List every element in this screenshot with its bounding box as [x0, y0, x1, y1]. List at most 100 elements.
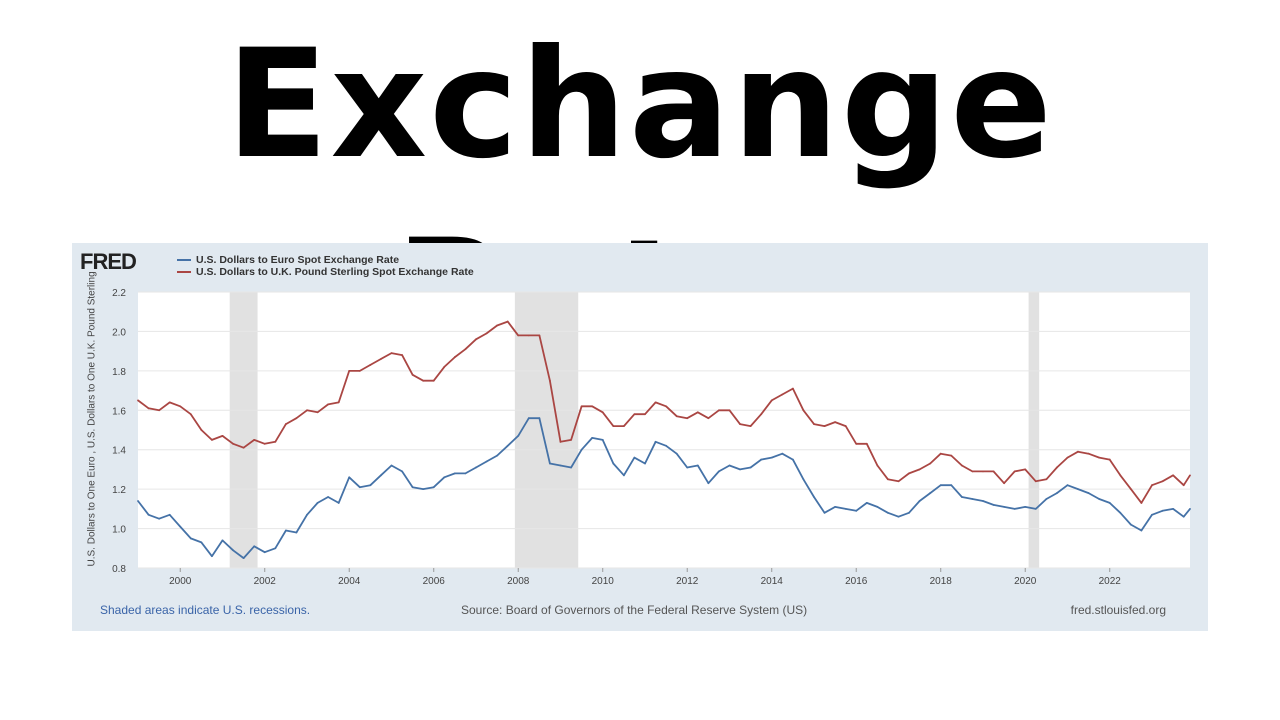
data-point [527, 334, 530, 337]
data-point [770, 456, 773, 459]
x-tick-label: 2008 [507, 576, 530, 587]
data-point [1172, 507, 1175, 510]
data-point [855, 442, 858, 445]
y-tick-label: 1.8 [112, 367, 126, 378]
data-point [453, 472, 456, 475]
data-point [686, 417, 689, 420]
data-point [1045, 498, 1048, 500]
data-point [1189, 507, 1191, 510]
data-point [422, 488, 425, 491]
data-point [601, 438, 604, 441]
data-point [1034, 507, 1037, 510]
recession-band [514, 292, 579, 568]
fred-logo: FRED [80, 249, 137, 274]
data-point [770, 399, 773, 402]
data-point [1140, 529, 1143, 532]
data-point [897, 515, 900, 518]
data-point [982, 470, 984, 473]
data-point [1172, 474, 1175, 477]
data-point [189, 537, 192, 540]
data-point [485, 332, 488, 335]
data-point [1024, 505, 1027, 508]
y-tick-label: 2.2 [112, 288, 126, 299]
data-point [718, 409, 720, 412]
data-point [443, 366, 446, 368]
data-point [675, 415, 678, 418]
x-tick-label: 2014 [761, 576, 784, 587]
data-point [295, 531, 298, 534]
data-point [802, 409, 805, 412]
data-point [274, 440, 277, 443]
data-point [369, 484, 372, 487]
x-tick-label: 2004 [338, 576, 361, 587]
data-point [464, 472, 467, 475]
data-point [908, 511, 910, 514]
line-chart: 0.8 1.0 1.2 1.4 1.6 1.8 2.0 2.2 2000 2002 2004 2006… [112, 288, 1191, 587]
data-point [960, 464, 963, 467]
data-point [591, 436, 594, 439]
data-point [580, 405, 583, 408]
data-point [665, 405, 668, 408]
data-point [464, 348, 467, 351]
data-point [527, 417, 530, 420]
x-tick-label: 2006 [423, 576, 446, 587]
data-point [918, 468, 921, 471]
data-point [1140, 502, 1143, 504]
data-point [348, 369, 351, 372]
source-note: Source: Board of Governors of the Federa… [461, 603, 808, 617]
x-tick-label: 2020 [1014, 576, 1037, 587]
data-point [1034, 480, 1037, 483]
data-point [749, 425, 752, 427]
data-point [1024, 468, 1027, 471]
data-point [348, 476, 351, 479]
data-point [1108, 502, 1111, 504]
data-point [982, 500, 984, 502]
data-point [380, 474, 382, 477]
data-point [760, 413, 763, 416]
data-point [158, 517, 161, 520]
legend-label: U.S. Dollars to U.K. Pound Sterling Spot… [196, 266, 474, 278]
x-tick-label: 2002 [254, 576, 277, 587]
recession-band [229, 292, 258, 568]
data-point [221, 539, 224, 542]
data-point [1119, 511, 1122, 514]
x-tick-label: 2018 [930, 576, 953, 587]
legend-item-euro: U.S. Dollars to Euro Spot Exchange Rate [177, 254, 474, 266]
data-point [570, 466, 572, 469]
data-point [1119, 474, 1122, 477]
data-point [147, 407, 150, 410]
data-point [232, 549, 234, 552]
data-point [950, 484, 953, 487]
data-point [242, 557, 245, 560]
data-point [939, 484, 942, 487]
data-point [622, 474, 625, 477]
data-point [337, 502, 340, 504]
data-point [707, 417, 710, 420]
fred-chart-panel: 0.8 1.0 1.2 1.4 1.6 1.8 2.0 2.2 2000 2002 2004 2006… [72, 243, 1208, 631]
data-point [781, 452, 784, 455]
data-point [401, 354, 403, 356]
legend-label: U.S. Dollars to Euro Spot Exchange Rate [196, 254, 400, 266]
data-point [665, 444, 668, 447]
y-axis-label: U.S. Dollars to One Euro , U.S. Dollars … [86, 271, 98, 567]
data-point [1077, 488, 1079, 491]
y-tick-label: 1.2 [112, 485, 126, 496]
recession-band [1028, 292, 1040, 568]
data-point [707, 482, 710, 485]
site-link[interactable]: fred.stlouisfed.org [1070, 603, 1166, 617]
data-point [253, 545, 256, 548]
data-point [327, 403, 330, 406]
data-point [1161, 480, 1164, 483]
data-point [601, 411, 604, 414]
data-point [506, 320, 509, 323]
data-point [168, 401, 171, 404]
y-tick-label: 1.4 [112, 446, 126, 457]
data-point [929, 492, 932, 494]
data-point [253, 438, 256, 441]
y-tick-label: 1.6 [112, 406, 126, 417]
data-point [1077, 450, 1079, 453]
x-tick-label: 2012 [676, 576, 699, 587]
data-point [844, 507, 847, 510]
data-point [284, 529, 287, 532]
data-point [612, 425, 615, 427]
